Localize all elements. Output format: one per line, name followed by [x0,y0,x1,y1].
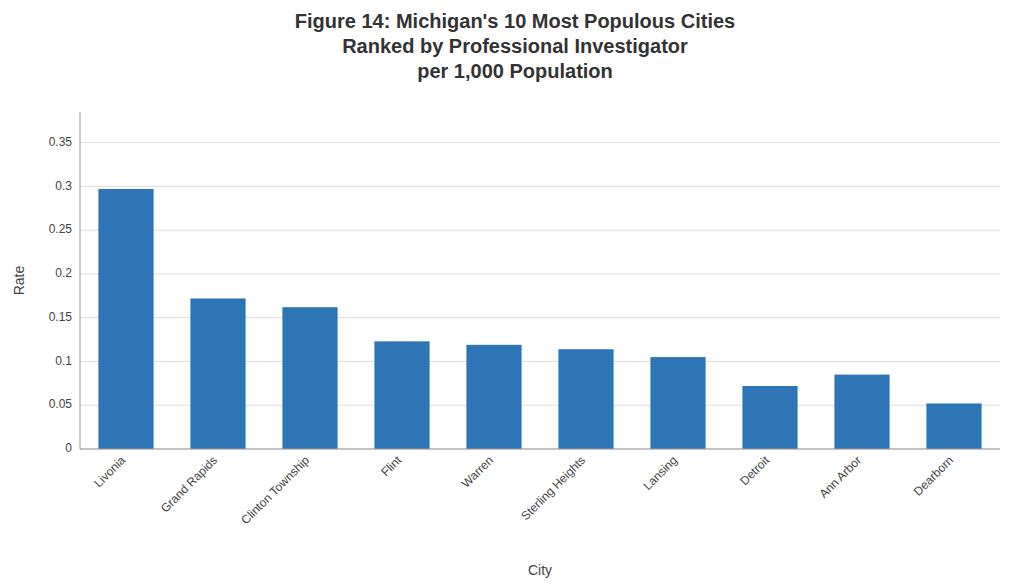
x-axis-label: City [528,562,552,578]
x-axis-line [80,449,1000,450]
chart-container: 0 0.05 0.1 0.15 0.2 0.25 0.3 0.35 Livonia Grand R… [0,0,1030,587]
bars [98,189,981,449]
grid-line [80,142,1000,143]
title-line: Figure 14: Michigan's 10 Most Populous C… [295,10,735,32]
title-line: Ranked by Professional Investigator [342,35,688,57]
x-tick-label: Detroit [737,453,772,488]
x-tick-label: Clinton Township [238,453,312,527]
y-tick-label: 0.35 [49,135,73,149]
y-tick-label: 0.1 [55,354,72,368]
x-tick-label: Warren [459,453,496,490]
y-tick-label: 0.15 [49,310,73,324]
y-tick-label: 0.05 [49,397,73,411]
bar [466,345,521,449]
x-tick-label: Grand Rapids [158,453,220,515]
bar [650,357,705,449]
x-tick-label: Dearborn [911,453,956,498]
title: Figure 14: Michigan's 10 Most Populous C… [295,10,735,82]
bar [926,403,981,449]
bar [834,375,889,449]
bar [374,341,429,449]
title-line: per 1,000 Population [417,60,613,82]
y-tick-label: 0.2 [55,266,72,280]
bar [282,307,337,449]
bar [742,386,797,449]
x-tick-label: Livonia [91,453,128,490]
chart-svg: 0 0.05 0.1 0.15 0.2 0.25 0.3 0.35 Livonia Grand R… [0,0,1030,587]
grid-line [80,449,1000,450]
x-tick-label: Sterling Heights [518,453,588,523]
y-tick-label: 0.3 [55,179,72,193]
y-tick-label: 0 [65,441,72,455]
x-tick-label: Lansing [640,453,680,493]
y-tick-label: 0.25 [49,222,73,236]
grid-line [80,186,1000,187]
bar [98,189,153,449]
y-axis-label: Rate [11,266,27,296]
grid-line [80,273,1000,274]
bar [190,298,245,449]
y-axis-line [80,112,81,449]
grid-line [80,230,1000,231]
bar [558,349,613,449]
x-tick-label: Flint [378,453,404,479]
x-tick-label: Ann Arbor [816,453,864,501]
